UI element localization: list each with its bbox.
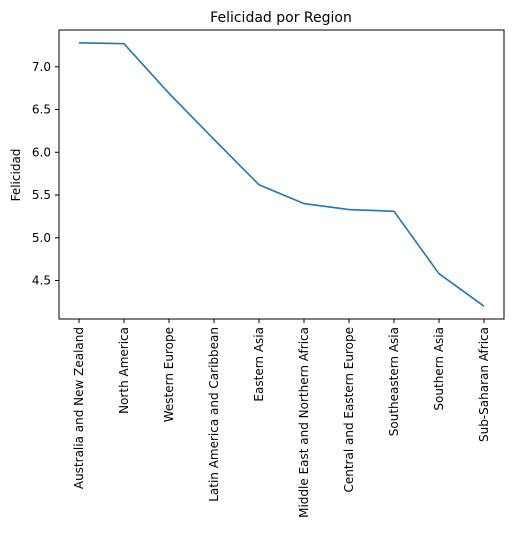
chart-title: Felicidad por Region xyxy=(210,10,352,26)
x-tick-label: Central and Eastern Europe xyxy=(342,327,356,493)
x-tick-label: Western Europe xyxy=(162,327,176,422)
y-axis-ticks: 4.5 5.0 5.5 6.0 6.5 7.0 xyxy=(32,60,59,288)
x-tick-label: Latin America and Caribbean xyxy=(207,327,221,502)
x-axis-ticks: Australia and New Zealand North America We… xyxy=(72,319,491,518)
plot-area-frame xyxy=(58,29,505,320)
series-line xyxy=(78,42,485,307)
y-tick-label: 6.5 xyxy=(32,103,51,117)
x-tick-label: Middle East and Northern Africa xyxy=(297,327,311,518)
x-tick-label: Southern Asia xyxy=(432,327,446,411)
y-tick-label: 5.0 xyxy=(32,231,51,245)
y-tick-label: 6.0 xyxy=(32,145,51,159)
x-tick-label: Sub-Saharan Africa xyxy=(477,327,491,442)
x-tick-label: Australia and New Zealand xyxy=(72,327,86,489)
x-tick-label: Eastern Asia xyxy=(252,327,266,402)
x-tick-label: North America xyxy=(117,327,131,414)
y-tick-label: 7.0 xyxy=(32,60,51,74)
y-tick-label: 5.5 xyxy=(32,188,51,202)
y-tick-label: 4.5 xyxy=(32,274,51,288)
x-tick-label: Southeastern Asia xyxy=(387,327,401,436)
y-axis-label: Felicidad xyxy=(9,149,23,202)
